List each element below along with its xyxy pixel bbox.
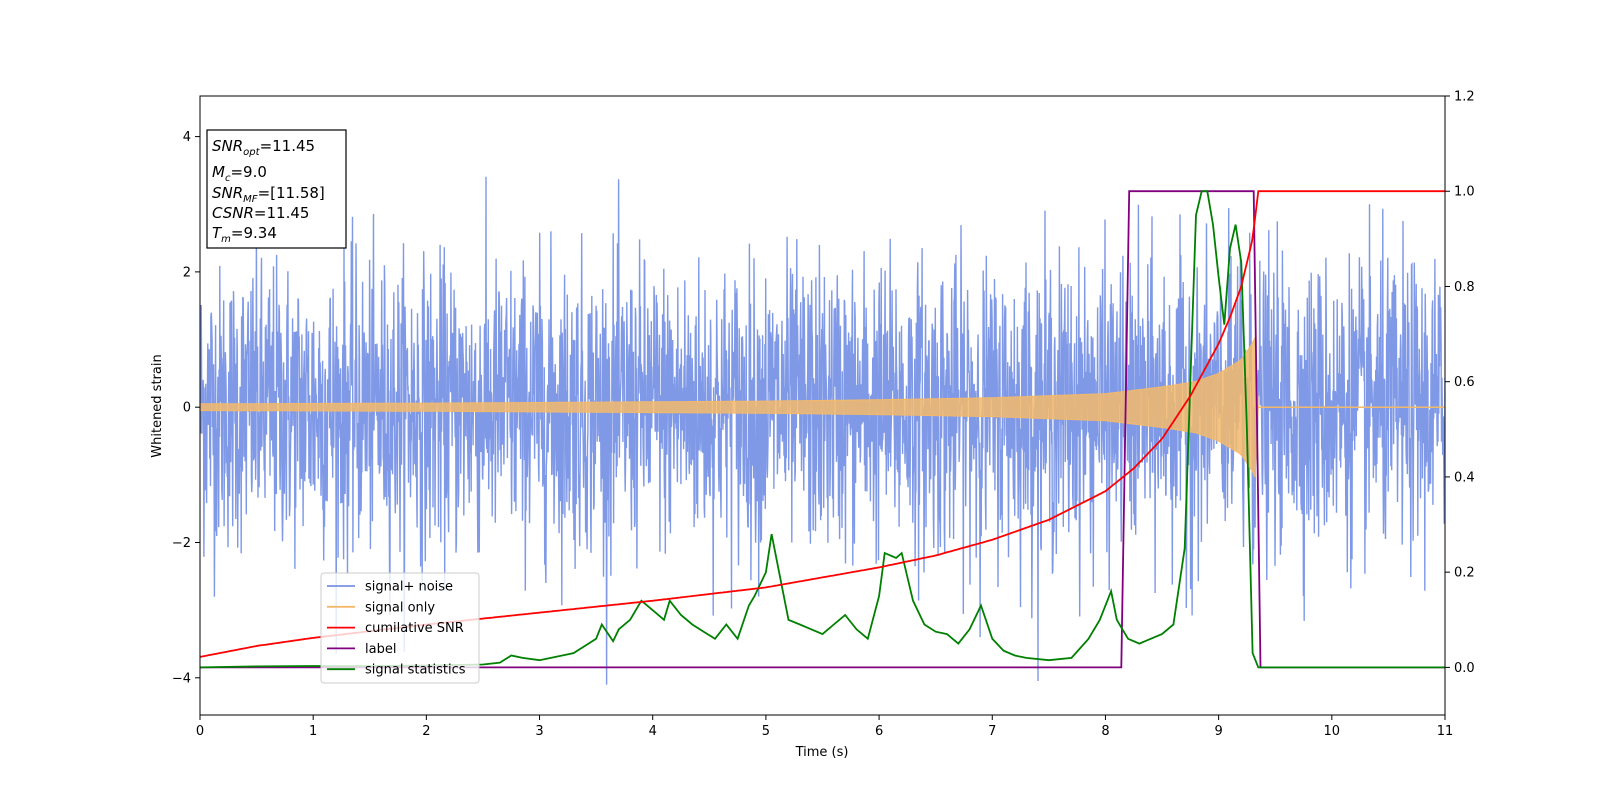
y-tick-label: −4 [172, 671, 191, 686]
axes-frame [199, 95, 1446, 716]
x-tick-label: 3 [535, 724, 543, 739]
y2-tick-label: 1.2 [1454, 90, 1475, 105]
legend-label: signal only [365, 600, 435, 615]
x-tick-label: 0 [196, 724, 204, 739]
x-tick-label: 10 [1324, 724, 1341, 739]
info-csnr: CSNR=11.45 [212, 204, 309, 222]
info-snr-mf: SNRMF=[11.58] [212, 184, 325, 205]
info-mc: Mc=9.0 [212, 163, 267, 184]
x-axis: 0 1 2 3 4 5 6 7 8 9 10 11 [196, 715, 1453, 739]
x-tick-label: 4 [649, 724, 657, 739]
series-signal-statistics [200, 190, 1445, 669]
x-tick-label: 9 [1214, 724, 1222, 739]
info-mc-name: M [212, 163, 225, 181]
x-tick-label: 5 [762, 724, 770, 739]
y2-tick-label: 0.8 [1454, 280, 1475, 295]
info-snr-mf-name: SNR [212, 184, 243, 202]
x-axis-label: Time (s) [795, 745, 849, 760]
info-snr-opt-value: =11.45 [260, 137, 316, 155]
info-tm: Tm=9.34 [212, 224, 277, 245]
info-box-frame [206, 129, 347, 249]
y-tick-label: 2 [183, 265, 191, 280]
x-tick-label: 1 [309, 724, 317, 739]
info-tm-sub: m [221, 234, 231, 245]
info-snr-opt-sub: opt [243, 147, 260, 158]
info-csnr-value: =11.45 [254, 204, 310, 222]
legend-label: signal statistics [365, 663, 466, 678]
x-tick-label: 2 [422, 724, 430, 739]
y-axis-left: 4 2 0 −2 −4 [172, 130, 200, 686]
info-tm-name: T [212, 224, 223, 242]
y-tick-label: 0 [183, 401, 191, 416]
info-mc-sub: c [225, 173, 231, 184]
info-snr-opt-name: SNR [212, 137, 243, 155]
info-tm-value: =9.34 [231, 224, 277, 242]
series-signal-noise [200, 176, 1445, 685]
legend-frame [320, 572, 480, 684]
x-tick-label: 8 [1101, 724, 1109, 739]
y-tick-label: −2 [172, 536, 191, 551]
info-csnr-name: CSNR [212, 204, 254, 222]
y2-tick-label: 0.4 [1454, 470, 1475, 485]
x-tick-label: 6 [875, 724, 883, 739]
info-snr-opt: SNRopt=11.45 [212, 137, 315, 158]
y2-tick-label: 0.0 [1454, 661, 1475, 676]
y-axis-right: 1.2 1.0 0.8 0.6 0.4 0.2 0.0 [1445, 90, 1475, 676]
y2-tick-label: 0.2 [1454, 566, 1475, 581]
legend-label: signal+ noise [365, 580, 453, 595]
y-tick-label: 4 [183, 130, 191, 145]
legend-label: cumilative SNR [365, 621, 464, 636]
info-box: SNRopt=11.45 Mc=9.0 SNRMF=[11.58] CSNR=1… [206, 129, 347, 249]
info-snr-mf-value: =[11.58] [258, 184, 325, 202]
info-snr-mf-sub: MF [243, 194, 258, 205]
legend-label: label [365, 642, 396, 657]
y2-tick-label: 1.0 [1454, 185, 1475, 200]
y2-tick-label: 0.6 [1454, 375, 1475, 390]
x-tick-label: 7 [988, 724, 996, 739]
x-tick-label: 11 [1437, 724, 1454, 739]
legend: signal+ noise signal only cumilative SNR la… [320, 572, 480, 684]
info-mc-value: =9.0 [230, 163, 266, 181]
y-axis-label: Whitened strain [150, 354, 165, 457]
